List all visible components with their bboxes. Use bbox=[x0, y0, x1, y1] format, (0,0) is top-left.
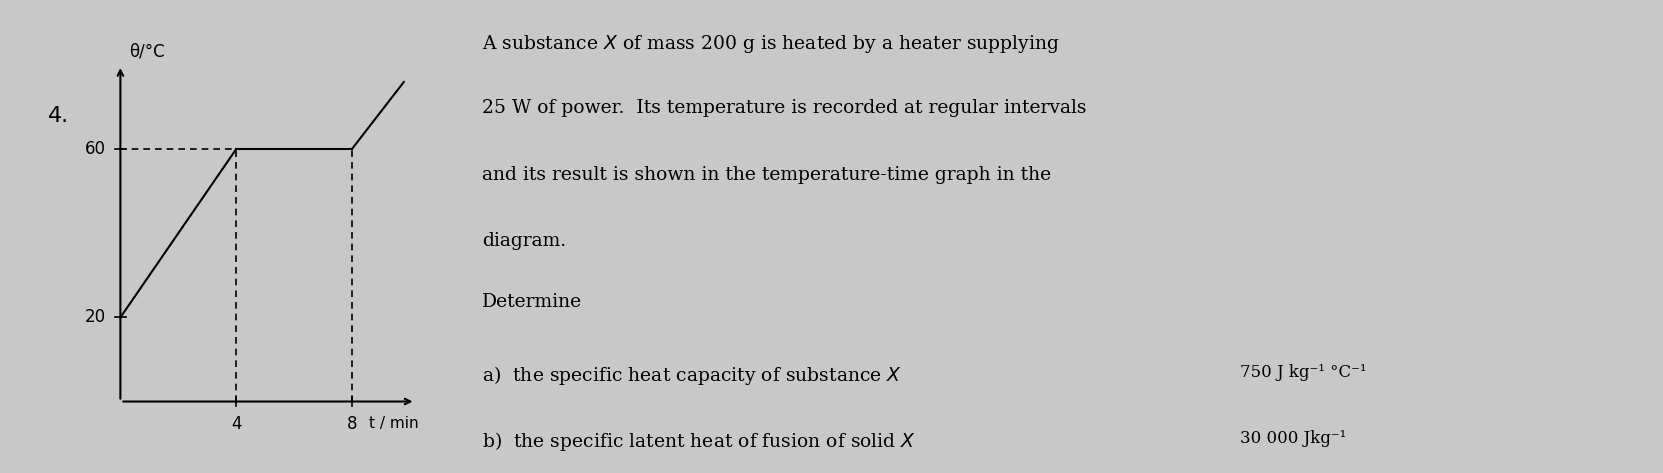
Text: 750 J kg⁻¹ °C⁻¹: 750 J kg⁻¹ °C⁻¹ bbox=[1241, 364, 1367, 381]
Text: A substance $X$ of mass 200 g is heated by a heater supplying: A substance $X$ of mass 200 g is heated … bbox=[482, 33, 1061, 55]
Text: Determine: Determine bbox=[482, 293, 582, 311]
Text: and its result is shown in the temperature-time graph in the: and its result is shown in the temperatu… bbox=[482, 166, 1051, 184]
Text: a)  the specific heat capacity of substance $X$: a) the specific heat capacity of substan… bbox=[482, 364, 903, 387]
Text: diagram.: diagram. bbox=[482, 232, 567, 250]
Text: 20: 20 bbox=[85, 308, 106, 326]
Text: b)  the specific latent heat of fusion of solid $X$: b) the specific latent heat of fusion of… bbox=[482, 430, 916, 454]
Text: 4.: 4. bbox=[48, 105, 70, 126]
Text: 25 W of power.  Its temperature is recorded at regular intervals: 25 W of power. Its temperature is record… bbox=[482, 99, 1086, 117]
Text: 30 000 Jkg⁻¹: 30 000 Jkg⁻¹ bbox=[1241, 430, 1345, 447]
Text: 4: 4 bbox=[231, 415, 241, 433]
Text: θ/°C: θ/°C bbox=[130, 43, 165, 61]
Text: 8: 8 bbox=[346, 415, 358, 433]
Text: t / min: t / min bbox=[369, 416, 419, 431]
Text: 60: 60 bbox=[85, 140, 106, 158]
